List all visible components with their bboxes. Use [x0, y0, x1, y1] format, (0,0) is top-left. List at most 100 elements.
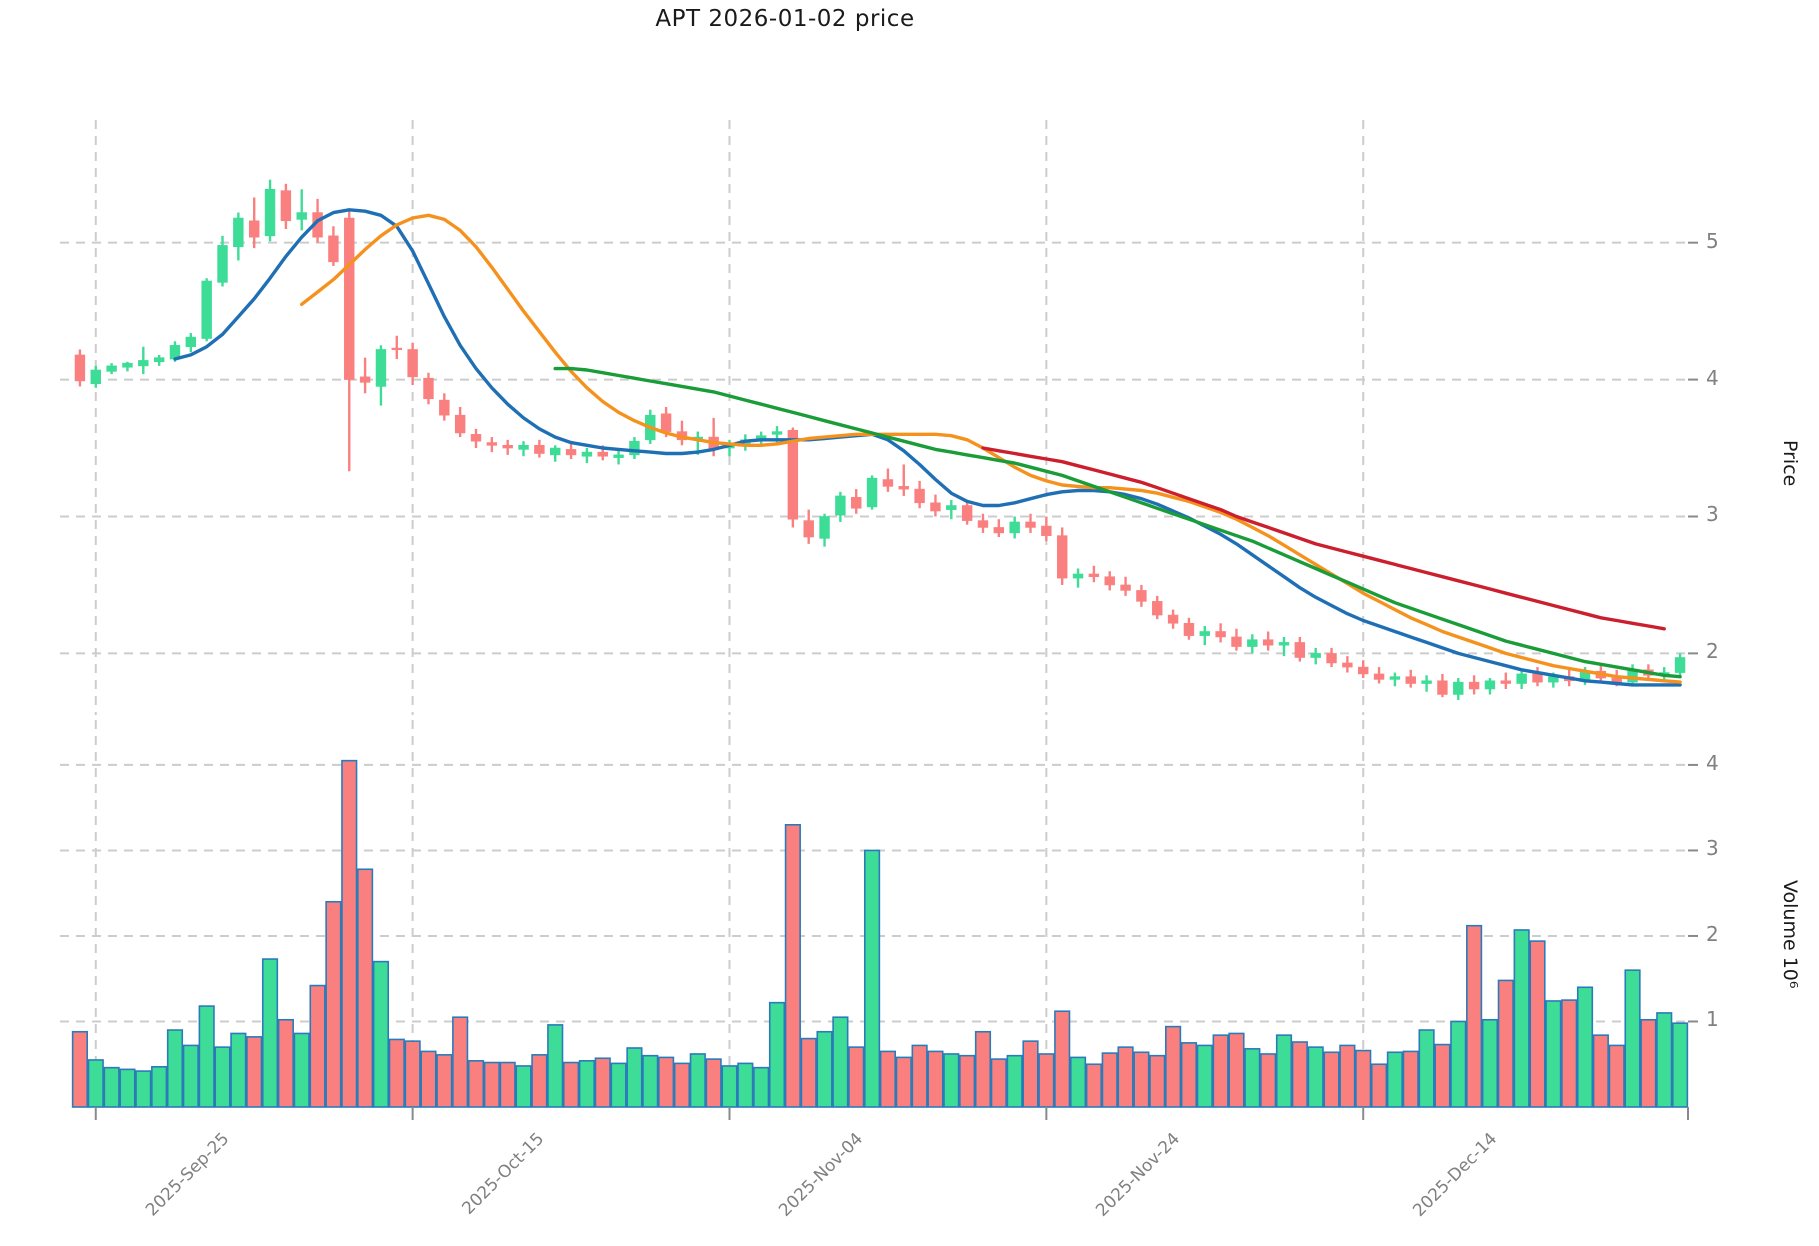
ma-line-ma-xlong — [981, 446, 1666, 631]
volume-bar — [1640, 1018, 1657, 1108]
candle-body — [946, 505, 957, 510]
volume-bar — [943, 1053, 960, 1108]
candle-body — [660, 413, 672, 432]
volume-bar — [895, 1056, 912, 1108]
candle-body — [470, 434, 482, 442]
candle-body — [454, 414, 466, 434]
volume-bar — [1466, 924, 1483, 1108]
price-tick-label: 2 — [1706, 639, 1719, 664]
candle-body — [1041, 525, 1052, 536]
candle-body — [1231, 636, 1242, 647]
volume-bar — [626, 1047, 643, 1108]
candle-body — [534, 444, 545, 454]
volume-bar — [1244, 1048, 1261, 1108]
volume-bar — [1481, 1018, 1499, 1108]
candle-body — [1405, 676, 1416, 684]
candle-body — [264, 188, 276, 237]
volume-bar — [1592, 1034, 1609, 1108]
volume-bar — [277, 1018, 294, 1108]
volume-bar — [1117, 1046, 1134, 1108]
volume-bar — [1671, 1022, 1689, 1108]
volume-bar — [784, 823, 801, 1108]
volume-bar — [230, 1032, 247, 1108]
volume-bar — [1149, 1054, 1166, 1108]
volume-bar — [1339, 1044, 1356, 1108]
candle-body — [518, 444, 529, 450]
volume-bar — [642, 1054, 659, 1108]
volume-bar — [1370, 1063, 1388, 1108]
volume-bar — [1085, 1063, 1102, 1108]
candle-body — [122, 362, 133, 368]
volume-bar — [1355, 1049, 1372, 1108]
ma-line-ma-short — [173, 208, 1682, 687]
volume-bar — [1228, 1032, 1245, 1108]
volume-bar — [515, 1065, 532, 1108]
candle-body — [787, 429, 799, 520]
candle-body — [359, 376, 371, 383]
candle-body — [1326, 653, 1337, 664]
volume-bar — [562, 1061, 580, 1108]
candlestick-series — [74, 179, 1686, 700]
volume-bar — [1434, 1043, 1451, 1108]
volume-bar — [293, 1032, 310, 1108]
volume-bar — [1529, 940, 1546, 1108]
candle-body — [565, 449, 577, 456]
price-tick-label: 4 — [1706, 365, 1719, 390]
volume-bar — [578, 1060, 595, 1108]
candle-body — [486, 442, 498, 446]
volume-bar — [246, 1036, 263, 1108]
volume-bar — [1133, 1051, 1150, 1108]
volume-bar — [1386, 1051, 1403, 1108]
candle-body — [1294, 642, 1306, 658]
volume-bar — [325, 900, 342, 1108]
candle-body — [328, 235, 339, 263]
volume-bar — [1006, 1054, 1023, 1108]
candle-body — [819, 516, 830, 539]
volume-bar — [863, 849, 881, 1108]
candle-body — [771, 431, 783, 435]
volume-bar — [848, 1046, 865, 1108]
price-tick-label: 5 — [1706, 228, 1719, 253]
volume-bar — [261, 958, 279, 1108]
candle-body — [439, 399, 450, 416]
volume-bar — [689, 1053, 706, 1108]
volume-bar — [404, 1040, 421, 1108]
candle-body — [597, 451, 608, 457]
volume-bar — [547, 1024, 564, 1108]
volume-bar — [800, 1037, 817, 1108]
volume-bar — [166, 1029, 184, 1108]
volume-bar — [879, 1050, 897, 1108]
candle-body — [153, 357, 165, 363]
volume-bar — [499, 1061, 516, 1108]
volume-bar — [990, 1058, 1007, 1108]
candle-body — [1674, 657, 1686, 673]
volume-bar — [705, 1058, 722, 1108]
candle-body — [90, 369, 101, 384]
volume-bar — [1450, 1020, 1467, 1108]
volume-bar — [1275, 1034, 1293, 1108]
candle-body — [1183, 622, 1195, 636]
candle-body — [1056, 535, 1068, 579]
candle-body — [233, 217, 244, 248]
volume-bar — [214, 1046, 231, 1108]
volume-bar — [483, 1061, 500, 1108]
candle-body — [1167, 614, 1179, 624]
volume-bar — [721, 1065, 738, 1108]
price-tick-label: 3 — [1706, 502, 1719, 527]
volume-bar — [1054, 1010, 1071, 1108]
volume-bar — [1165, 1025, 1182, 1108]
volume-bar — [1576, 986, 1594, 1108]
candle-body — [296, 212, 307, 220]
axis-layer — [94, 241, 1698, 1120]
candle-body — [1310, 653, 1321, 658]
candle-body — [755, 435, 767, 439]
candle-body — [898, 486, 909, 490]
volume-bar — [1069, 1056, 1087, 1108]
volume-bar — [927, 1050, 944, 1108]
candle-body — [391, 347, 402, 350]
volume-bar — [594, 1057, 611, 1108]
candle-body — [866, 477, 878, 508]
candle-body — [1373, 673, 1385, 680]
candle-body — [74, 354, 86, 382]
